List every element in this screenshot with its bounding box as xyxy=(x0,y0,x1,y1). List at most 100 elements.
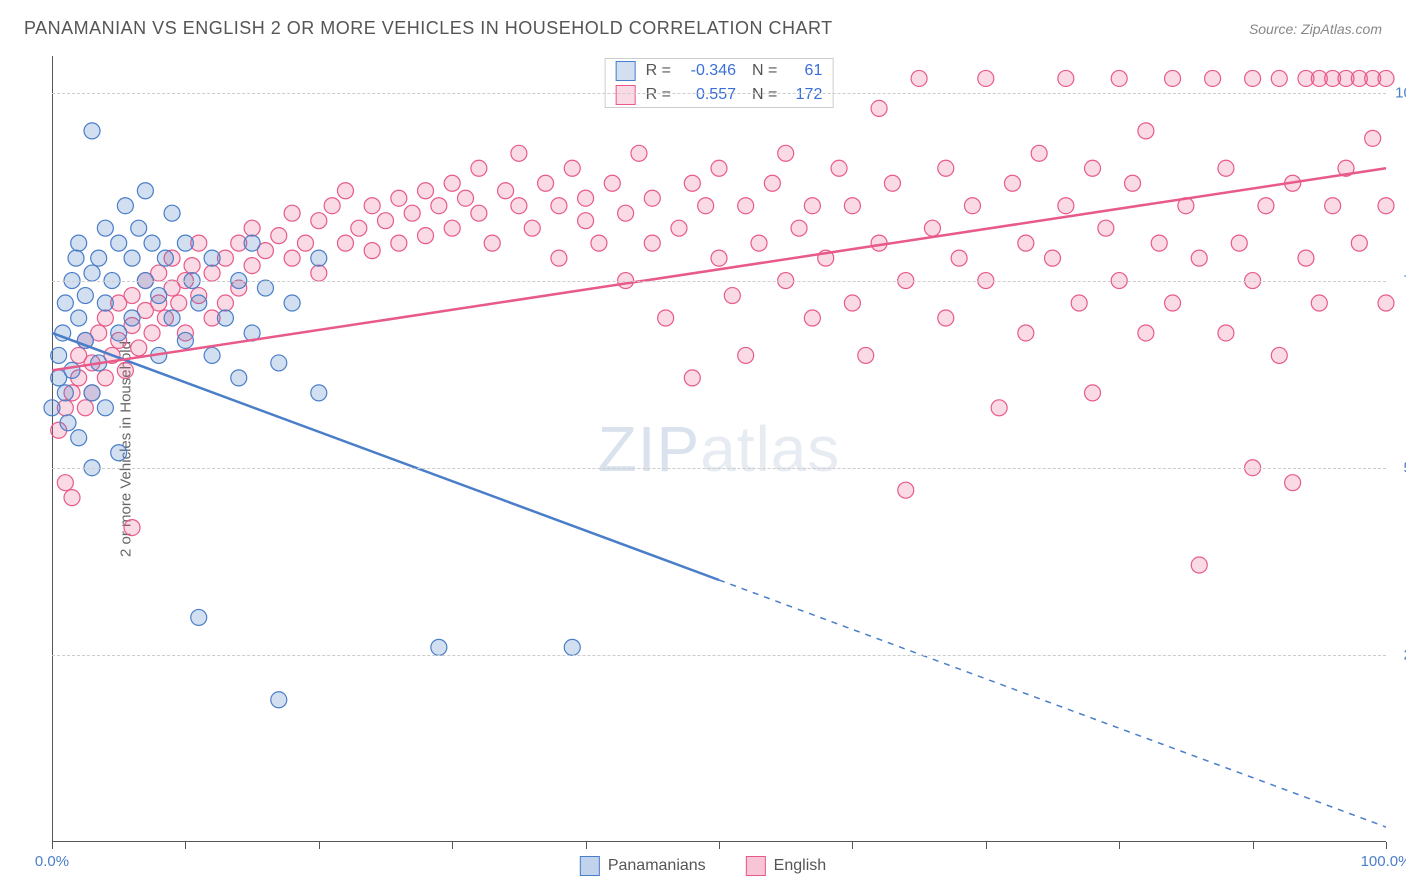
legend-row-english: R = 0.557 N = 172 xyxy=(606,83,833,107)
data-point xyxy=(618,205,634,221)
data-point xyxy=(1271,347,1287,363)
data-point xyxy=(1378,70,1394,86)
data-point xyxy=(591,235,607,251)
data-point xyxy=(64,362,80,378)
data-point xyxy=(1018,235,1034,251)
data-point xyxy=(431,198,447,214)
data-point xyxy=(97,220,113,236)
data-point xyxy=(1218,325,1234,341)
data-point xyxy=(324,198,340,214)
data-point xyxy=(551,250,567,266)
data-point xyxy=(471,205,487,221)
data-point xyxy=(217,310,233,326)
data-point xyxy=(97,370,113,386)
n-value-panamanians: 61 xyxy=(787,62,822,80)
data-point xyxy=(97,400,113,416)
data-point xyxy=(111,235,127,251)
data-point xyxy=(1218,160,1234,176)
data-point xyxy=(578,213,594,229)
data-point xyxy=(124,310,140,326)
data-point xyxy=(831,160,847,176)
data-point xyxy=(1138,123,1154,139)
gridline xyxy=(52,655,1386,656)
data-point xyxy=(951,250,967,266)
data-point xyxy=(871,100,887,116)
data-point xyxy=(484,235,500,251)
chart-header: PANAMANIAN VS ENGLISH 2 OR MORE VEHICLES… xyxy=(0,0,1406,49)
data-point xyxy=(131,340,147,356)
data-point xyxy=(391,190,407,206)
data-point xyxy=(1191,557,1207,573)
data-point xyxy=(364,243,380,259)
data-point xyxy=(364,198,380,214)
data-point xyxy=(217,295,233,311)
data-point xyxy=(111,325,127,341)
data-point xyxy=(898,482,914,498)
data-point xyxy=(378,213,394,229)
data-point xyxy=(171,295,187,311)
data-point xyxy=(1058,70,1074,86)
data-point xyxy=(117,198,133,214)
data-point xyxy=(1125,175,1141,191)
data-point xyxy=(311,385,327,401)
data-point xyxy=(68,250,84,266)
data-point xyxy=(844,198,860,214)
data-point xyxy=(131,220,147,236)
data-point xyxy=(1298,250,1314,266)
data-point xyxy=(124,288,140,304)
data-point xyxy=(991,400,1007,416)
x-tick xyxy=(452,842,453,849)
legend-bottom-swatch-panamanians xyxy=(580,856,600,876)
data-point xyxy=(351,220,367,236)
data-point xyxy=(844,295,860,311)
legend-bottom-swatch-english xyxy=(746,856,766,876)
data-point xyxy=(84,385,100,401)
data-point xyxy=(297,235,313,251)
data-point xyxy=(71,430,87,446)
data-point xyxy=(524,220,540,236)
data-point xyxy=(311,250,327,266)
data-point xyxy=(1018,325,1034,341)
data-point xyxy=(791,220,807,236)
data-point xyxy=(804,310,820,326)
data-point xyxy=(1378,295,1394,311)
data-point xyxy=(644,190,660,206)
data-point xyxy=(858,347,874,363)
chart-title: PANAMANIAN VS ENGLISH 2 OR MORE VEHICLES… xyxy=(24,18,833,39)
data-point xyxy=(51,347,67,363)
x-tick-label: 100.0% xyxy=(1361,853,1406,870)
data-point xyxy=(1325,198,1341,214)
data-point xyxy=(764,175,780,191)
data-point xyxy=(124,520,140,536)
data-point xyxy=(271,692,287,708)
data-point xyxy=(1285,475,1301,491)
x-tick xyxy=(852,842,853,849)
n-label: N = xyxy=(752,62,777,80)
data-point xyxy=(244,235,260,251)
data-point xyxy=(1071,295,1087,311)
data-point xyxy=(1085,160,1101,176)
data-point xyxy=(1045,250,1061,266)
data-point xyxy=(284,295,300,311)
data-point xyxy=(284,205,300,221)
data-point xyxy=(978,70,994,86)
data-point xyxy=(658,310,674,326)
data-point xyxy=(117,362,133,378)
data-point xyxy=(1165,295,1181,311)
data-point xyxy=(444,220,460,236)
data-point xyxy=(1191,250,1207,266)
gridline xyxy=(52,93,1386,94)
data-point xyxy=(57,475,73,491)
data-point xyxy=(1245,70,1261,86)
data-point xyxy=(751,235,767,251)
data-point xyxy=(84,123,100,139)
series-legend: Panamanians English xyxy=(580,856,826,876)
x-tick xyxy=(719,842,720,849)
data-point xyxy=(1231,235,1247,251)
data-point xyxy=(311,213,327,229)
data-point xyxy=(1058,198,1074,214)
data-point xyxy=(184,258,200,274)
data-point xyxy=(1098,220,1114,236)
data-point xyxy=(84,265,100,281)
data-point xyxy=(337,235,353,251)
